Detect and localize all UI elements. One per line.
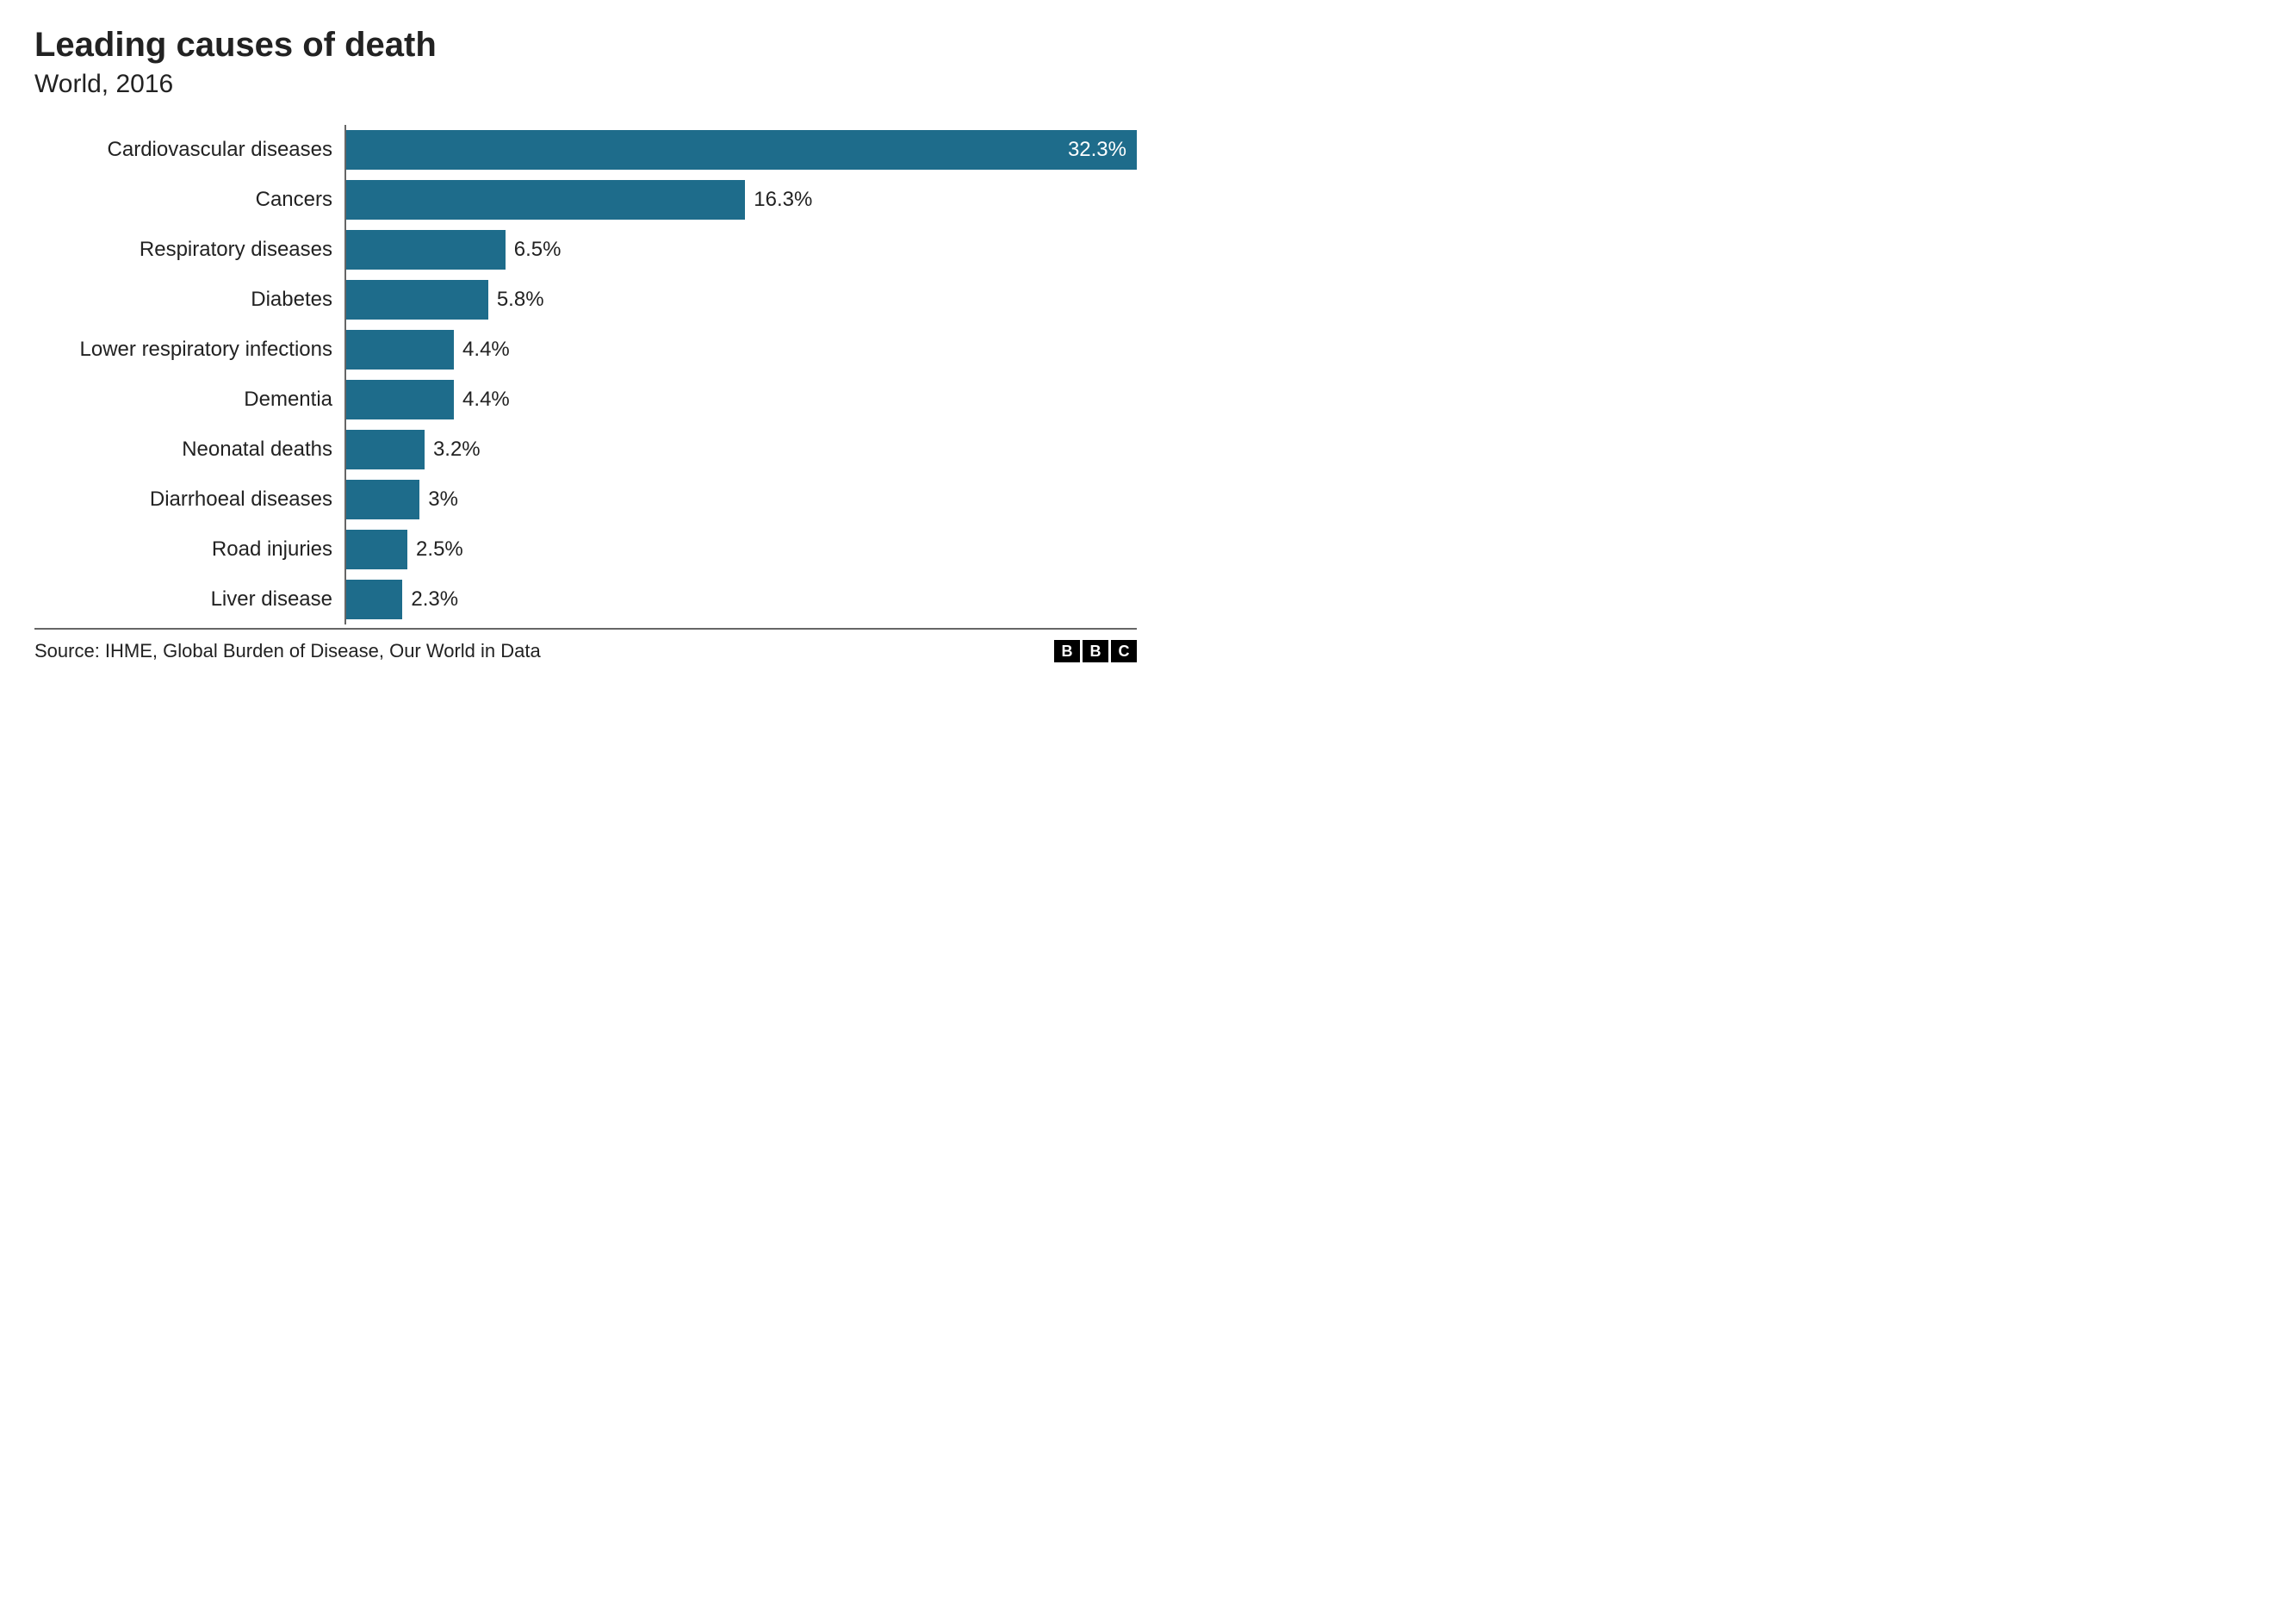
bar <box>346 280 488 320</box>
bar-row: Diarrhoeal diseases 3% <box>34 475 1137 525</box>
chart-footer: Source: IHME, Global Burden of Disease, … <box>34 630 1137 662</box>
bar-track: 6.5% <box>344 225 1137 275</box>
bar-value: 16.3% <box>745 188 812 212</box>
chart-title: Leading causes of death <box>34 26 1137 65</box>
bar-value: 2.3% <box>402 587 458 612</box>
chart-container: Leading causes of death World, 2016 Card… <box>34 26 1137 662</box>
bar-label: Dementia <box>34 388 344 412</box>
bar-row: Dementia 4.4% <box>34 375 1137 425</box>
bar-track: 3% <box>344 475 1137 525</box>
bar-label: Cardiovascular diseases <box>34 138 344 162</box>
bar <box>346 530 407 569</box>
bar-row: Liver disease 2.3% <box>34 575 1137 624</box>
plot-area: Cardiovascular diseases 32.3% Cancers 16.3%… <box>34 125 1137 630</box>
bar-label: Diabetes <box>34 288 344 312</box>
bar <box>346 580 402 619</box>
bar-row: Cardiovascular diseases 32.3% <box>34 125 1137 175</box>
bar-value: 3.2% <box>425 438 481 462</box>
bar-row: Respiratory diseases 6.5% <box>34 225 1137 275</box>
bbc-logo-letter: C <box>1111 640 1137 662</box>
source-text: Source: IHME, Global Burden of Disease, … <box>34 640 541 662</box>
bar-track: 3.2% <box>344 425 1137 475</box>
bar-label: Cancers <box>34 188 344 212</box>
bar-value: 4.4% <box>454 388 510 412</box>
bbc-logo: BBC <box>1054 640 1137 662</box>
bbc-logo-letter: B <box>1054 640 1080 662</box>
bar-row: Diabetes 5.8% <box>34 275 1137 325</box>
bar <box>346 180 745 220</box>
bar-track: 16.3% <box>344 175 1137 225</box>
bar-row: Lower respiratory infections 4.4% <box>34 325 1137 375</box>
bar-label: Respiratory diseases <box>34 238 344 262</box>
bar <box>346 430 425 469</box>
chart-subtitle: World, 2016 <box>34 70 1137 99</box>
bar-label: Diarrhoeal diseases <box>34 488 344 512</box>
bar-value: 4.4% <box>454 338 510 362</box>
bar-track: 2.3% <box>344 575 1137 624</box>
bar-track: 32.3% <box>344 125 1137 175</box>
bar-track: 4.4% <box>344 325 1137 375</box>
bar-track: 5.8% <box>344 275 1137 325</box>
bar-row: Cancers 16.3% <box>34 175 1137 225</box>
bar-value: 2.5% <box>407 537 463 562</box>
bar-label: Neonatal deaths <box>34 438 344 462</box>
bar-track: 4.4% <box>344 375 1137 425</box>
bar-value: 6.5% <box>506 238 562 262</box>
bar-row: Road injuries 2.5% <box>34 525 1137 575</box>
bar-track: 2.5% <box>344 525 1137 575</box>
bar <box>346 330 454 370</box>
bar-value: 3% <box>419 488 458 512</box>
bar: 32.3% <box>346 130 1137 170</box>
bar-value: 32.3% <box>1068 138 1137 162</box>
bar <box>346 230 506 270</box>
bbc-logo-letter: B <box>1083 640 1108 662</box>
bar <box>346 380 454 419</box>
bar-value: 5.8% <box>488 288 544 312</box>
bar <box>346 480 419 519</box>
bar-label: Road injuries <box>34 537 344 562</box>
bar-row: Neonatal deaths 3.2% <box>34 425 1137 475</box>
bar-label: Lower respiratory infections <box>34 338 344 362</box>
bar-label: Liver disease <box>34 587 344 612</box>
